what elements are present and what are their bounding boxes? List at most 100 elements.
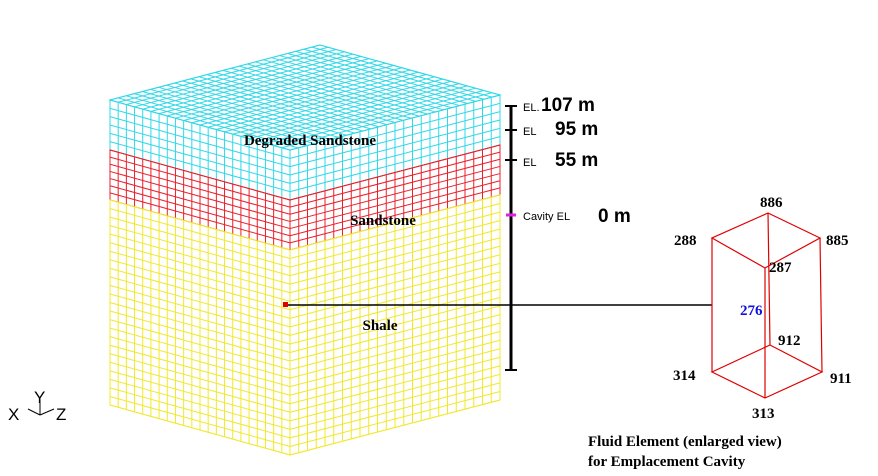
mesh-line bbox=[289, 119, 501, 176]
mesh-line bbox=[289, 305, 501, 362]
mesh-line bbox=[109, 163, 291, 215]
mesh-line bbox=[216, 74, 427, 131]
mesh-line bbox=[289, 288, 501, 345]
mesh-line bbox=[289, 297, 501, 353]
mesh-line bbox=[109, 302, 291, 353]
axis-label: X bbox=[8, 405, 19, 424]
mesh-line bbox=[109, 216, 291, 268]
fluid-element bbox=[710, 212, 824, 399]
mesh-line bbox=[289, 331, 501, 388]
mesh-line bbox=[289, 180, 501, 237]
mesh-line bbox=[289, 151, 501, 208]
mesh-line bbox=[109, 370, 291, 422]
mesh-line bbox=[265, 87, 476, 144]
mesh-line bbox=[289, 111, 501, 168]
mesh-line bbox=[289, 356, 501, 413]
mesh-line bbox=[109, 149, 291, 201]
mesh-line bbox=[289, 339, 501, 396]
mesh-line bbox=[109, 225, 291, 277]
axis-label: Z bbox=[56, 405, 66, 424]
mesh-line bbox=[289, 262, 501, 319]
mesh-line bbox=[289, 203, 501, 260]
mesh-line bbox=[289, 136, 501, 193]
layer-label: Sandstone bbox=[350, 213, 416, 229]
mesh-line bbox=[289, 271, 501, 328]
mesh-line bbox=[289, 390, 501, 447]
axis-label: Y bbox=[34, 388, 45, 407]
mesh-line bbox=[142, 53, 353, 110]
mesh-line bbox=[289, 245, 501, 302]
mesh-line bbox=[118, 46, 329, 103]
mesh-line bbox=[289, 102, 501, 159]
mesh-line bbox=[109, 250, 291, 302]
caption: Fluid Element (enlarged view) bbox=[588, 434, 782, 450]
node-label: 314 bbox=[673, 368, 696, 384]
el-prefix: Cavity EL bbox=[523, 211, 570, 223]
mesh-line bbox=[109, 336, 291, 388]
mesh-line bbox=[109, 259, 291, 311]
node-label: 288 bbox=[674, 233, 697, 249]
mesh-line bbox=[281, 92, 492, 149]
mesh-line bbox=[289, 165, 501, 222]
mesh-line bbox=[289, 194, 501, 251]
node-label: 885 bbox=[826, 233, 849, 249]
el-value: 95 m bbox=[555, 119, 598, 140]
el-prefix: EL bbox=[523, 157, 536, 169]
el-prefix: EL bbox=[523, 126, 536, 138]
mesh-line bbox=[109, 353, 291, 405]
mesh-line bbox=[109, 185, 291, 237]
node-label: 276 bbox=[740, 303, 763, 319]
cavity-marker bbox=[283, 302, 288, 307]
mesh-line bbox=[109, 284, 291, 336]
mesh-line bbox=[273, 89, 484, 146]
mesh-line bbox=[240, 80, 452, 137]
mesh-line bbox=[289, 254, 501, 311]
mesh-line bbox=[289, 127, 501, 184]
mesh-line bbox=[109, 387, 291, 439]
mesh-line bbox=[109, 242, 291, 294]
mesh-line bbox=[109, 293, 291, 345]
mesh-line bbox=[289, 173, 501, 230]
node-label: 287 bbox=[769, 260, 792, 276]
mesh-line bbox=[289, 187, 501, 244]
mesh-line bbox=[109, 178, 291, 230]
mesh-line bbox=[109, 107, 291, 159]
mesh-line bbox=[199, 69, 411, 126]
layer-label: Degraded Sandstone bbox=[244, 133, 376, 149]
mesh-line bbox=[257, 85, 468, 142]
mesh-line bbox=[134, 51, 345, 108]
mesh-line bbox=[289, 144, 501, 201]
mesh-line bbox=[109, 124, 291, 176]
mesh-line bbox=[289, 211, 501, 268]
mesh-line bbox=[289, 365, 501, 422]
mesh-line bbox=[289, 228, 501, 285]
mesh-line bbox=[289, 279, 501, 336]
mesh-line bbox=[289, 94, 501, 151]
mesh-line bbox=[109, 208, 291, 260]
caption: for Emplacement Cavity bbox=[588, 454, 746, 470]
node-label: 313 bbox=[752, 406, 775, 422]
mesh-line bbox=[109, 199, 291, 251]
node-label: 912 bbox=[778, 333, 801, 349]
mesh-line bbox=[224, 76, 435, 133]
mesh-line bbox=[183, 64, 394, 121]
mesh-line bbox=[289, 322, 501, 379]
el-value: 0 m bbox=[598, 206, 631, 227]
el-value: 107 m bbox=[541, 95, 595, 116]
mesh-line bbox=[109, 192, 291, 244]
mesh-line bbox=[289, 399, 501, 456]
mesh-line bbox=[109, 44, 321, 101]
mesh-line bbox=[289, 158, 501, 215]
mesh-line bbox=[109, 344, 291, 396]
mesh-line bbox=[109, 141, 291, 193]
mesh-line bbox=[109, 378, 291, 430]
mesh-line bbox=[126, 49, 337, 106]
layer-label: Shale bbox=[362, 318, 397, 334]
node-labels: 886 885 288 287 276 912 314 911 313 bbox=[673, 195, 852, 422]
mesh-line bbox=[109, 156, 291, 208]
mesh-line bbox=[150, 55, 362, 112]
mesh-line bbox=[289, 373, 501, 430]
axis-triad bbox=[27, 400, 55, 416]
mesh-line bbox=[208, 71, 419, 128]
